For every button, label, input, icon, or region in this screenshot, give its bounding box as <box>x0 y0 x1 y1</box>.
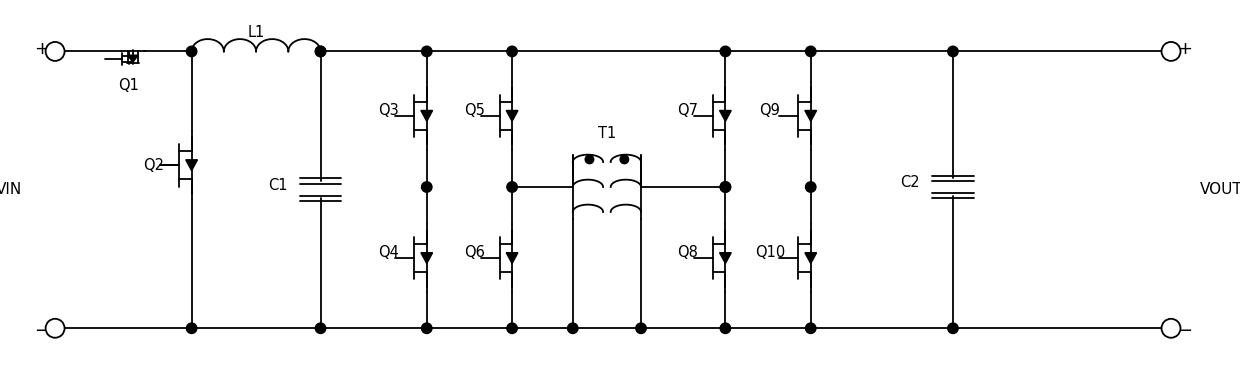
Circle shape <box>507 323 517 334</box>
Text: C2: C2 <box>900 175 920 190</box>
Text: L1: L1 <box>248 25 264 40</box>
Circle shape <box>46 319 64 338</box>
Circle shape <box>585 155 594 164</box>
Polygon shape <box>506 253 518 264</box>
Text: −: − <box>1177 322 1192 340</box>
Text: Q5: Q5 <box>464 103 485 118</box>
Circle shape <box>947 323 959 334</box>
Polygon shape <box>719 110 732 121</box>
Text: VOUT: VOUT <box>1199 183 1240 197</box>
Circle shape <box>720 323 730 334</box>
Polygon shape <box>719 253 732 264</box>
Circle shape <box>720 46 730 56</box>
Text: Q4: Q4 <box>378 245 399 260</box>
Circle shape <box>806 323 816 334</box>
Text: +: + <box>35 40 50 58</box>
Circle shape <box>507 182 517 192</box>
Circle shape <box>315 323 326 334</box>
Polygon shape <box>420 253 433 264</box>
Polygon shape <box>128 55 138 62</box>
Circle shape <box>568 323 578 334</box>
Circle shape <box>720 182 730 192</box>
Polygon shape <box>805 110 817 121</box>
Circle shape <box>315 46 326 56</box>
Text: Q8: Q8 <box>677 245 698 260</box>
Text: VIN: VIN <box>0 183 22 197</box>
Circle shape <box>507 46 517 56</box>
Text: Q1: Q1 <box>118 78 139 93</box>
Text: Q3: Q3 <box>378 103 399 118</box>
Text: +: + <box>1177 40 1192 58</box>
Circle shape <box>1162 319 1180 338</box>
Circle shape <box>806 46 816 56</box>
Circle shape <box>947 46 959 56</box>
Circle shape <box>46 42 64 61</box>
Circle shape <box>186 46 197 56</box>
Text: Q6: Q6 <box>464 245 485 260</box>
Text: Q10: Q10 <box>755 245 785 260</box>
Polygon shape <box>186 160 197 171</box>
Text: Q2: Q2 <box>143 158 164 173</box>
Circle shape <box>1162 42 1180 61</box>
Polygon shape <box>506 110 518 121</box>
Circle shape <box>636 323 646 334</box>
Text: T1: T1 <box>598 126 616 141</box>
Circle shape <box>422 323 432 334</box>
Circle shape <box>806 182 816 192</box>
Polygon shape <box>420 110 433 121</box>
Text: Q7: Q7 <box>677 103 698 118</box>
Circle shape <box>620 155 629 164</box>
Polygon shape <box>805 253 817 264</box>
Circle shape <box>186 323 197 334</box>
Circle shape <box>422 182 432 192</box>
Circle shape <box>720 182 730 192</box>
Circle shape <box>422 46 432 56</box>
Circle shape <box>315 46 326 56</box>
Text: Q9: Q9 <box>760 103 780 118</box>
Text: C1: C1 <box>268 178 288 193</box>
Text: −: − <box>35 322 50 340</box>
